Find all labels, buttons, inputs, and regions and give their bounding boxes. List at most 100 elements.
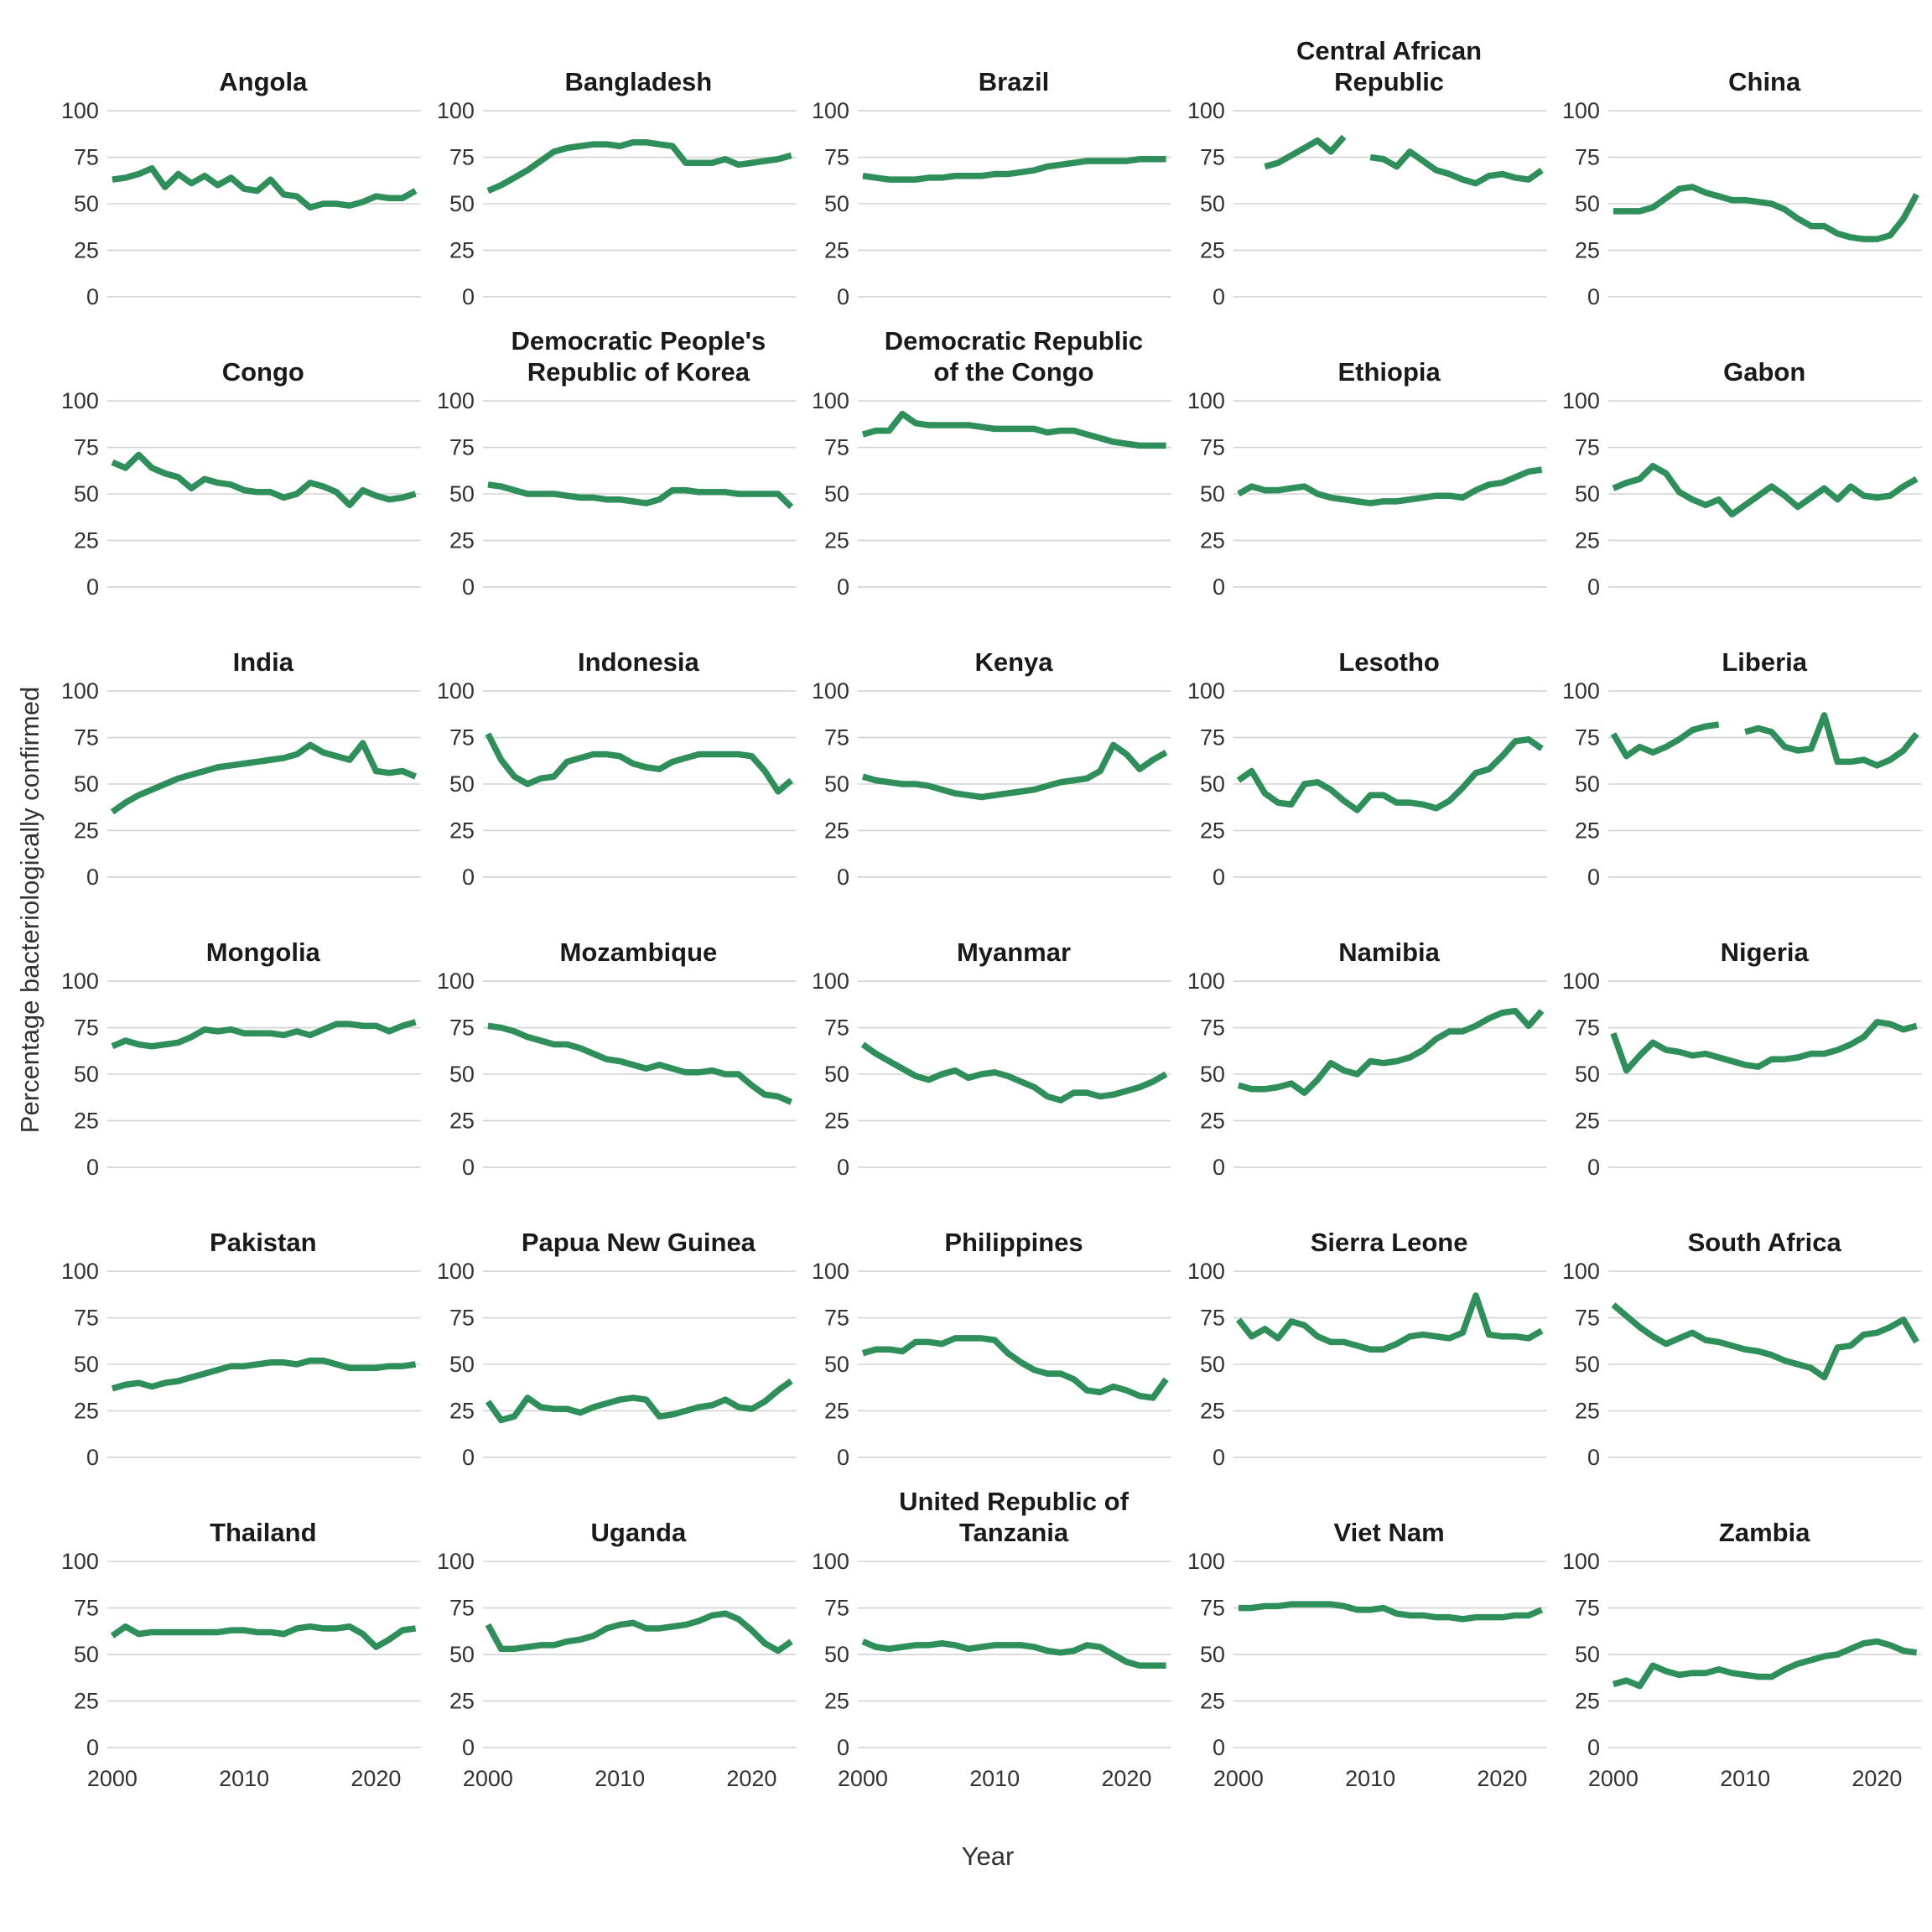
- y-tick-label: 50: [449, 1352, 475, 1377]
- y-tick-label: 75: [824, 725, 849, 750]
- y-tick-label: 0: [86, 1735, 99, 1760]
- facet-panel-democratic-republic-of-the-congo: Democratic Republic of the Congo 0 25 50 75 1…: [799, 314, 1175, 604]
- trend-line: [1744, 712, 1919, 769]
- trend-line: [1611, 721, 1720, 760]
- y-tick-label: 75: [449, 1596, 475, 1621]
- y-tick-label: 0: [86, 1445, 99, 1470]
- facet-panel-myanmar: Myanmar 0 25 50 75 100: [799, 894, 1175, 1184]
- facet-plot: 0 25 50 75 100: [437, 969, 797, 1180]
- y-tick-label: 50: [1200, 771, 1225, 797]
- facet-title: Mozambique: [559, 937, 718, 967]
- facet-title: China: [1728, 67, 1801, 96]
- y-tick-label: 50: [1200, 1062, 1225, 1087]
- facet-title: United Republic of Tanzania: [899, 1487, 1129, 1547]
- trend-line: [862, 1335, 1169, 1401]
- y-tick-label: 75: [1575, 1596, 1600, 1621]
- trend-line: [1610, 1019, 1919, 1074]
- facet-title: India: [232, 647, 293, 677]
- trend-line: [487, 481, 793, 510]
- facet-plot: 0 25 50 75 100: [437, 678, 797, 890]
- y-tick-label: 100: [812, 969, 849, 994]
- facet-plot: 0 25 50 75 100: [61, 388, 421, 600]
- y-tick-label: 100: [1562, 969, 1600, 994]
- y-tick-label: 0: [462, 1155, 475, 1180]
- facet-title: Lesotho: [1338, 647, 1440, 677]
- y-tick-label: 75: [1200, 1306, 1225, 1331]
- x-tick-label: 2000: [1588, 1766, 1639, 1791]
- y-tick-label: 25: [74, 237, 99, 262]
- facet-plot: 0 25 50 75 100: [1562, 678, 1923, 890]
- y-tick-label: 0: [86, 1155, 99, 1180]
- y-tick-label: 75: [1200, 725, 1225, 750]
- facet-title: Philippines: [944, 1228, 1083, 1257]
- y-tick-label: 50: [74, 481, 99, 506]
- y-tick-label: 0: [1213, 284, 1225, 309]
- facet-plot: 0 25 50 75 100: [812, 678, 1171, 890]
- y-tick-label: 25: [824, 818, 849, 843]
- facet-plot: 0 25 50 75 100: [437, 388, 797, 600]
- y-tick-label: 100: [1187, 98, 1225, 123]
- facet-plot: 0 25 50 75 100 2000 2010 2020: [1187, 1549, 1547, 1791]
- y-tick-label: 100: [437, 678, 475, 704]
- y-tick-label: 75: [1575, 145, 1600, 170]
- trend-line: [862, 741, 1168, 801]
- y-tick-label: 75: [824, 435, 849, 460]
- y-tick-label: 75: [74, 725, 99, 750]
- y-tick-label: 50: [449, 1062, 475, 1087]
- y-tick-label: 25: [74, 1688, 99, 1713]
- y-tick-label: 50: [824, 1352, 849, 1377]
- y-tick-label: 100: [1187, 678, 1225, 704]
- facet-title: Angola: [219, 67, 308, 96]
- facet-panel-ethiopia: Ethiopia 0 25 50 75 100: [1175, 314, 1550, 604]
- y-tick-label: 25: [449, 818, 475, 843]
- y-tick-label: 75: [1575, 1015, 1600, 1041]
- facet-title: Uganda: [590, 1518, 687, 1547]
- facet-title: Ethiopia: [1337, 357, 1441, 387]
- y-tick-label: 0: [837, 574, 849, 600]
- facet-panel-gabon: Gabon 0 25 50 75 100: [1550, 314, 1925, 604]
- y-tick-label: 25: [1575, 1108, 1600, 1133]
- y-tick-label: 100: [812, 1259, 849, 1284]
- y-tick-label: 75: [449, 435, 475, 460]
- y-tick-label: 25: [824, 237, 849, 262]
- y-tick-label: 75: [74, 1306, 99, 1331]
- facet-panel-kenya: Kenya 0 25 50 75 100: [799, 604, 1175, 894]
- y-tick-label: 25: [1575, 1688, 1600, 1713]
- facet-title: Democratic People's Republic of Korea: [511, 326, 766, 387]
- facet-panel-namibia: Namibia 0 25 50 75 100: [1175, 894, 1550, 1184]
- facet-plot: 0 25 50 75 100 2000 2010 2020: [1562, 1549, 1923, 1791]
- facet-panel-pakistan: Pakistan 0 25 50 75 100: [49, 1184, 424, 1474]
- trend-line: [1235, 1292, 1544, 1353]
- facet-panel-united-republic-of-tanzania: United Republic of Tanzania 0 25 50 75 100 200…: [799, 1474, 1175, 1798]
- facet-title: Mongolia: [205, 937, 320, 967]
- y-tick-label: 75: [449, 145, 475, 170]
- facet-plot: 0 25 50 75 100: [61, 969, 421, 1180]
- y-tick-label: 0: [1587, 284, 1600, 309]
- y-tick-label: 25: [74, 1398, 99, 1423]
- y-tick-label: 75: [1200, 145, 1225, 170]
- facet-panel-uganda: Uganda 0 25 50 75 100 2000 2010 2020: [424, 1474, 800, 1798]
- trend-line: [1264, 134, 1347, 170]
- trend-line: [861, 1639, 1166, 1670]
- y-tick-label: 0: [462, 1735, 475, 1760]
- y-tick-label: 25: [449, 1108, 475, 1133]
- facet-title: Gabon: [1723, 357, 1806, 387]
- x-axis-title: Year: [961, 1841, 1015, 1871]
- facet-title: South Africa: [1687, 1228, 1841, 1257]
- trend-line: [1611, 1302, 1920, 1381]
- facet-title: Myanmar: [956, 937, 1072, 967]
- facet-plot: 0 25 50 75 100 2000 2010 2020: [812, 1549, 1171, 1791]
- y-tick-label: 25: [449, 527, 475, 553]
- facet-panel-viet-nam: Viet Nam 0 25 50 75 100 2000 2010 2020: [1175, 1474, 1550, 1798]
- facet-plot: 0 25 50 75 100: [437, 98, 797, 309]
- y-tick-label: 25: [1575, 237, 1600, 262]
- y-tick-label: 50: [1575, 771, 1600, 797]
- y-tick-label: 50: [824, 481, 849, 506]
- facet-title: Liberia: [1722, 647, 1808, 677]
- y-tick-label: 100: [1562, 678, 1600, 704]
- y-tick-label: 75: [824, 1306, 849, 1331]
- trend-line: [1613, 184, 1920, 242]
- facet-title: Kenya: [974, 647, 1053, 677]
- y-tick-label: 0: [837, 284, 849, 309]
- facet-plot: 0 25 50 75 100 2000 2010 2020: [437, 1549, 797, 1791]
